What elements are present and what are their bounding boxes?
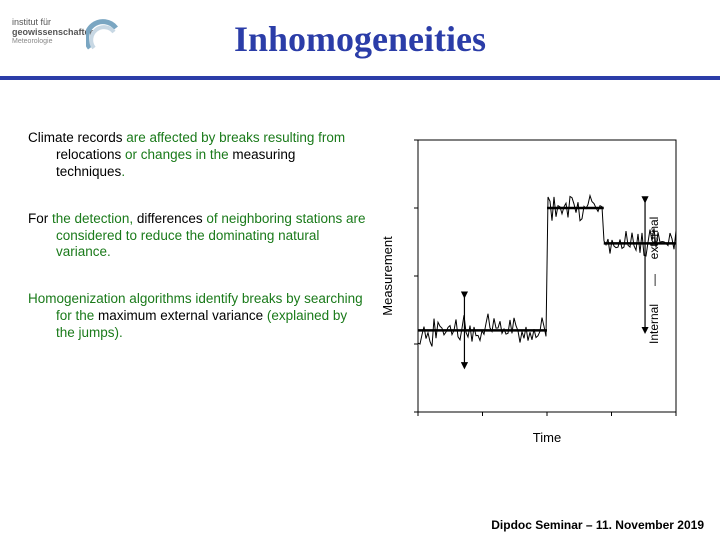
slide-title: Inhomogeneities (234, 18, 486, 60)
paragraph-3: Homogenization algorithms identify break… (28, 291, 368, 342)
svg-text:Internal: Internal (647, 304, 661, 344)
chart-svg: Measurement Time Internal ― external (378, 130, 688, 450)
svg-text:Measurement: Measurement (380, 236, 395, 316)
time-series-chart: Measurement Time Internal ― external (378, 130, 688, 450)
paragraph-1: Climate records are affected by breaks r… (28, 130, 368, 181)
chart-column: Measurement Time Internal ― external (378, 130, 700, 450)
text-column: Climate records are affected by breaks r… (28, 130, 368, 450)
svg-text:external: external (647, 217, 661, 260)
logo: institut für geowissenschaften Meteorolo… (12, 18, 122, 60)
footer-text: Dipdoc Seminar – 11. November 2019 (491, 518, 704, 532)
slide-header: institut für geowissenschaften Meteorolo… (0, 0, 720, 80)
paragraph-2: For the detection, differences of neighb… (28, 211, 368, 262)
svg-text:Time: Time (533, 430, 561, 445)
svg-text:―: ― (647, 274, 661, 286)
logo-arc-icon (86, 18, 122, 54)
content-area: Climate records are affected by breaks r… (0, 80, 720, 450)
